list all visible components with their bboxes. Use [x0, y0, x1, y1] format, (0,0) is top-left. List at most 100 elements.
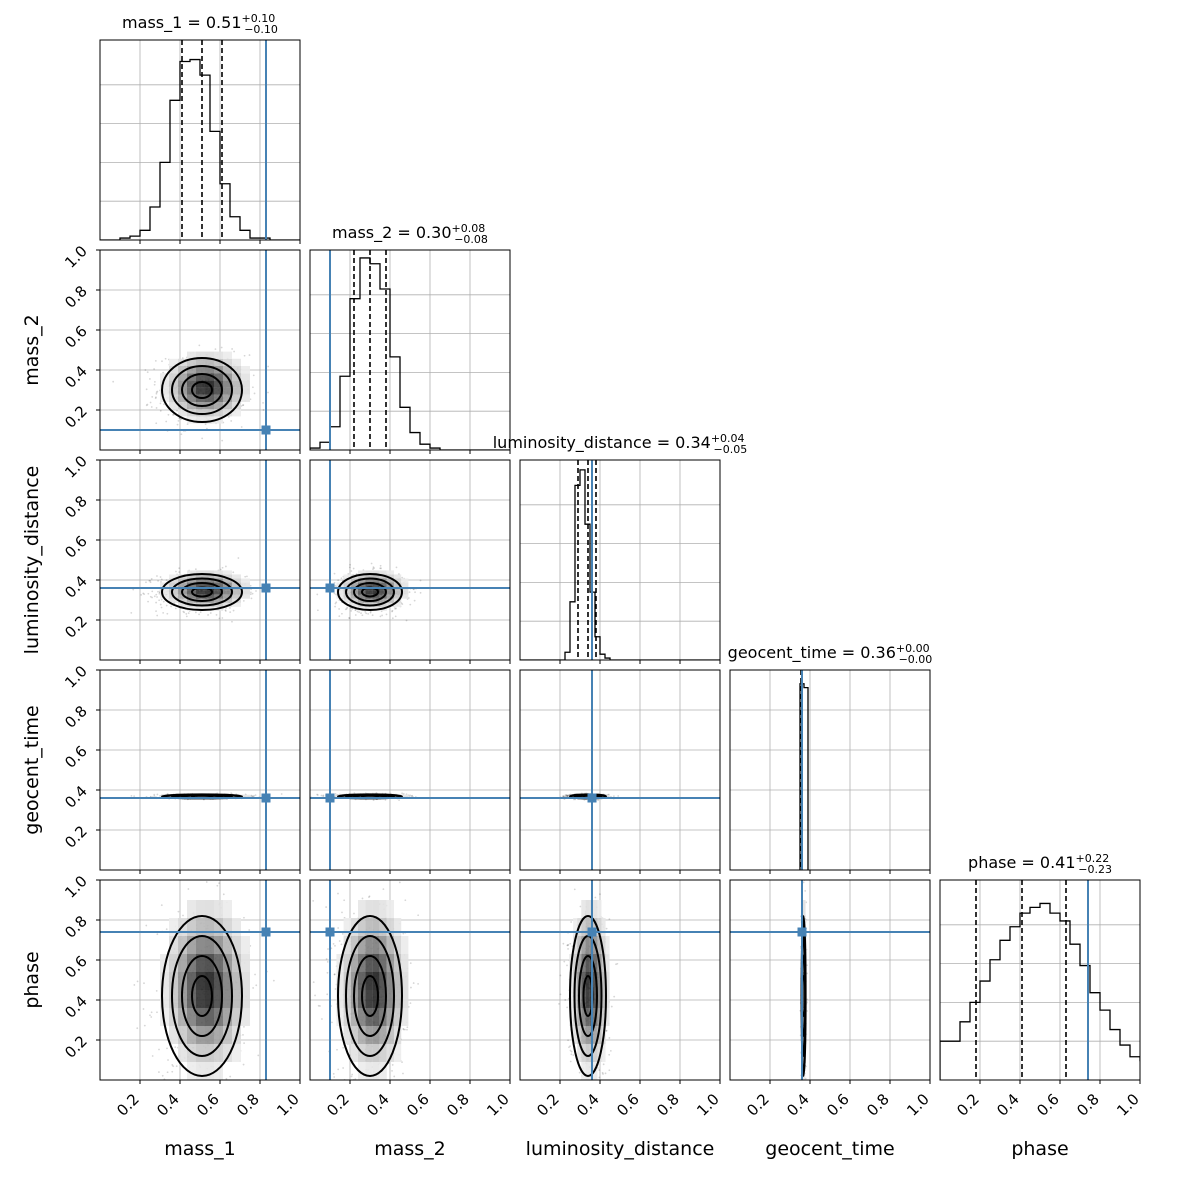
panel-luminosity_distance-vs-geocent_time [519, 669, 721, 874]
sample-point [350, 570, 353, 572]
sample-point [361, 614, 364, 617]
sample-point [182, 610, 185, 613]
contour-1 [353, 582, 387, 602]
sample-point [243, 1025, 245, 1028]
sample-point [186, 423, 189, 426]
sample-point [153, 795, 156, 797]
contour-3 [337, 573, 403, 611]
truth-marker [587, 793, 597, 803]
sample-point [583, 798, 586, 801]
density-cell [196, 795, 205, 797]
sample-point [334, 602, 337, 605]
sample-point [147, 592, 150, 595]
sample-point [156, 614, 159, 617]
sample-point [257, 1054, 260, 1057]
sample-point [162, 371, 165, 374]
density-cell [372, 590, 380, 595]
density-cell [232, 574, 241, 579]
sample-point [149, 401, 152, 404]
sample-point [365, 612, 368, 615]
sample-point [154, 359, 157, 362]
sample-point [354, 614, 357, 616]
density-cell [223, 578, 232, 583]
sample-point [172, 413, 174, 416]
density-cell [605, 795, 610, 797]
sample-point [160, 598, 163, 601]
sample-point [347, 573, 350, 575]
sample-point [155, 396, 157, 399]
density-cell [379, 582, 387, 587]
sample-point [253, 392, 256, 395]
density-cell [187, 574, 196, 579]
density-cell [365, 590, 373, 595]
density-cell [214, 602, 223, 607]
sample-point [176, 423, 179, 426]
sample-point [156, 390, 159, 393]
sample-point [230, 792, 233, 795]
sample-point [159, 402, 162, 405]
density-cell [372, 578, 380, 583]
sample-point [401, 603, 404, 605]
sample-point [170, 1084, 172, 1086]
sample-point [187, 612, 190, 615]
density-cell [196, 578, 205, 583]
sample-point [227, 416, 230, 418]
sample-point [142, 1008, 145, 1010]
sample-point [221, 566, 224, 569]
density-cell [214, 409, 223, 417]
density-cell [343, 590, 351, 595]
panel-body [100, 460, 300, 660]
sample-point [153, 368, 156, 370]
sample-point [249, 398, 252, 401]
sample-point [391, 617, 394, 620]
sample-point [243, 1042, 245, 1045]
sample-point [337, 579, 340, 582]
density-cell [205, 594, 214, 599]
density-cell [223, 387, 232, 395]
sample-point [166, 1071, 169, 1074]
sample-point [155, 391, 158, 394]
sample-point [372, 566, 375, 569]
density-cell [343, 582, 351, 587]
density-cell [336, 590, 344, 595]
density-cell [394, 578, 402, 583]
sample-point [216, 884, 219, 887]
sample-point [229, 1075, 232, 1078]
sample-point [204, 1083, 206, 1085]
density-cell [401, 590, 409, 595]
sample-point [148, 378, 151, 380]
sample-point [221, 439, 224, 442]
sample-point [147, 600, 149, 603]
sample-point [172, 1065, 175, 1068]
sample-point [149, 595, 152, 598]
sample-point [154, 397, 157, 400]
sample-point [348, 617, 351, 620]
sample-point [153, 380, 156, 383]
density-cell [205, 366, 214, 374]
sample-point [148, 579, 151, 582]
sample-point [130, 611, 133, 614]
sample-point [262, 401, 264, 404]
panel-body [100, 250, 300, 450]
sample-point [322, 794, 325, 797]
sample-point [215, 613, 218, 616]
panel-frame [309, 459, 511, 661]
sample-point [181, 357, 184, 360]
panel-luminosity_distance-hist [519, 459, 721, 664]
sample-point [161, 360, 163, 363]
density-cell [178, 402, 187, 410]
sample-point [272, 979, 275, 982]
sample-point [338, 793, 341, 796]
sample-point [177, 419, 180, 422]
panel-body [520, 460, 720, 660]
sample-point [414, 591, 416, 594]
density-cell [178, 598, 187, 603]
sample-point [562, 795, 564, 797]
density-cell [394, 602, 402, 607]
density-cell [160, 590, 169, 595]
sample-point [167, 413, 170, 416]
sample-point [410, 795, 413, 798]
density-cell [214, 387, 223, 395]
density-cell [386, 578, 394, 583]
panel-body [310, 460, 510, 660]
